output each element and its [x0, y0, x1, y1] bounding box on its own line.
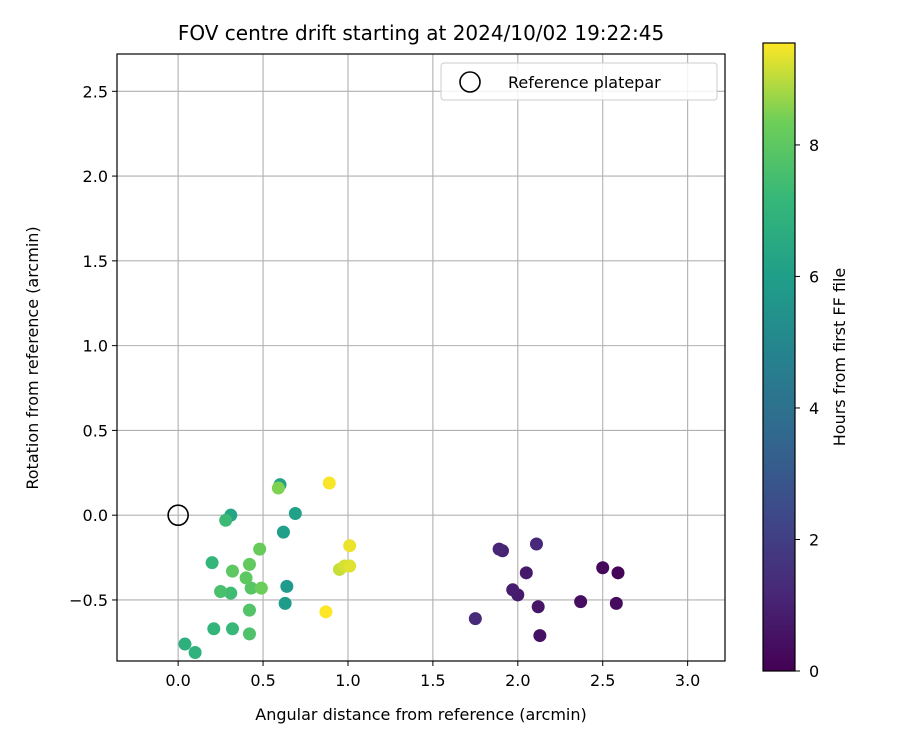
scatter-point — [322, 476, 336, 490]
scatter-point — [188, 646, 202, 660]
legend-label-reference: Reference platepar — [508, 73, 661, 92]
legend-marker-reference — [459, 71, 481, 93]
x-tick-label: 2.5 — [590, 671, 615, 690]
scatter-point — [288, 506, 302, 520]
scatter-point — [468, 612, 482, 626]
x-tick-label: 1.0 — [335, 671, 360, 690]
x-tick-label: 0.0 — [165, 671, 190, 690]
colorbar-tick-label: 0 — [809, 662, 819, 681]
colorbar-tick-label: 6 — [809, 267, 819, 286]
chart-title: FOV centre drift starting at 2024/10/02 … — [178, 21, 664, 45]
scatter-point — [611, 566, 625, 580]
scatter-point — [225, 564, 239, 578]
x-tick-label: 3.0 — [675, 671, 700, 690]
x-axis-ticks: 0.0 0.5 1.0 1.5 2.0 2.5 3.0 — [165, 661, 700, 690]
colorbar-label: Hours from first FF file — [830, 268, 849, 447]
data-points — [178, 476, 625, 660]
y-tick-label: 0.0 — [83, 506, 108, 525]
scatter-point — [276, 525, 290, 539]
scatter-point — [253, 542, 267, 556]
legend-box — [440, 62, 718, 101]
scatter-point — [519, 566, 533, 580]
colorbar-ticks: 0 2 4 6 8 — [795, 136, 819, 681]
x-tick-label: 0.5 — [250, 671, 275, 690]
y-tick-label: 0.5 — [83, 421, 108, 440]
y-tick-label: −0.5 — [69, 591, 108, 610]
scatter-point — [205, 556, 219, 570]
scatter-point — [343, 539, 357, 553]
scatter-point — [280, 579, 294, 593]
scatter-point — [214, 584, 228, 598]
scatter-point — [242, 627, 256, 641]
scatter-point — [219, 513, 233, 527]
scatter-point — [207, 622, 221, 636]
scatter-point — [178, 637, 192, 651]
reference-platepar-marker — [167, 504, 189, 526]
scatter-point — [596, 561, 610, 575]
x-axis-label: Angular distance from reference (arcmin) — [255, 705, 586, 724]
colorbar — [762, 42, 796, 672]
grid-lines — [117, 54, 725, 661]
scatter-point — [239, 571, 253, 585]
scatter-point — [278, 596, 292, 610]
scatter-point — [533, 629, 547, 643]
scatter-point — [225, 622, 239, 636]
plot-frame — [116, 53, 726, 662]
scatter-point — [506, 583, 520, 597]
y-tick-label: 2.0 — [83, 167, 108, 186]
legend: Reference platepar — [440, 62, 718, 101]
y-axis-label: Rotation from reference (arcmin) — [23, 226, 42, 489]
scatter-point — [343, 559, 357, 573]
scatter-point — [319, 605, 333, 619]
colorbar-tick-label: 2 — [809, 530, 819, 549]
scatter-point — [244, 581, 258, 595]
y-tick-label: 2.5 — [83, 82, 108, 101]
scatter-point — [271, 481, 285, 495]
scatter-point — [492, 542, 506, 556]
scatter-point — [254, 581, 268, 595]
x-tick-label: 2.0 — [505, 671, 530, 690]
scatter-point — [609, 596, 623, 610]
scatter-point — [242, 603, 256, 617]
x-tick-label: 1.5 — [420, 671, 445, 690]
scatter-point — [574, 595, 588, 609]
colorbar-tick-label: 4 — [809, 399, 819, 418]
scatter-point — [224, 586, 238, 600]
y-axis-ticks: −0.5 0.0 0.5 1.0 1.5 2.0 2.5 — [69, 82, 117, 610]
scatter-point — [242, 557, 256, 571]
colorbar-tick-label: 8 — [809, 136, 819, 155]
scatter-point — [529, 537, 543, 551]
y-tick-label: 1.5 — [83, 252, 108, 271]
y-tick-label: 1.0 — [83, 337, 108, 356]
scatter-point — [531, 600, 545, 614]
